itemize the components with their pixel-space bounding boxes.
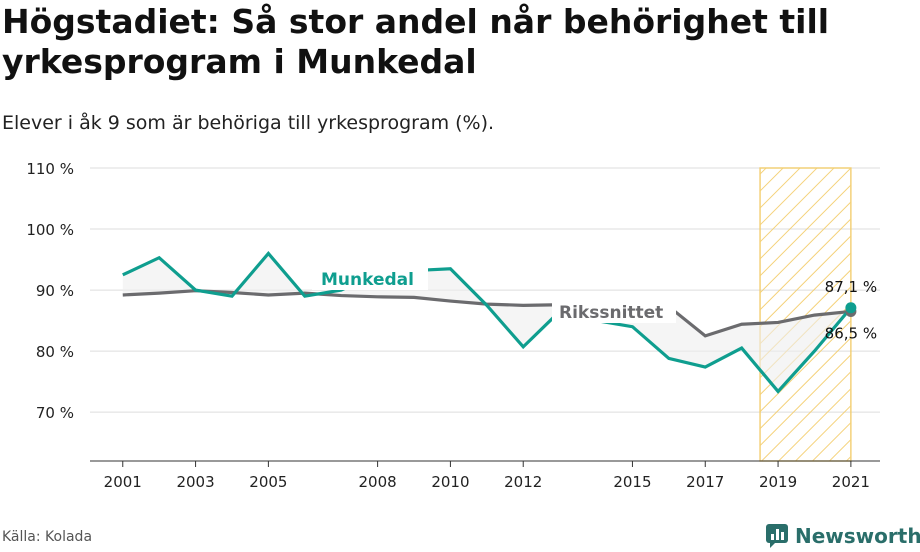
y-tick-label: 70 % xyxy=(36,404,74,422)
y-tick-label: 90 % xyxy=(36,282,74,300)
x-tick-label: 2010 xyxy=(431,473,469,491)
x-tick-label: 2017 xyxy=(686,473,724,491)
series-label-knockout xyxy=(552,298,676,323)
difference-area xyxy=(122,253,851,392)
chart-title: Högstadiet: Så stor andel når behörighet… xyxy=(2,2,830,81)
series-label-knockout xyxy=(312,264,428,290)
newsworthy-logo-icon xyxy=(766,524,788,548)
end-value-munkedal: 87,1 % xyxy=(825,278,877,296)
brand-name: Newsworthy xyxy=(795,524,920,548)
source-note: Källa: Kolada xyxy=(2,529,93,545)
y-tick-label: 110 % xyxy=(26,160,74,178)
end-point-munkedal xyxy=(845,302,857,314)
end-value-rikssnittet: 86,5 % xyxy=(825,324,877,342)
brand-logo: Newsworthy xyxy=(765,520,920,552)
y-tick-label: 80 % xyxy=(36,343,74,361)
x-tick-label: 2015 xyxy=(613,473,651,491)
x-tick-label: 2001 xyxy=(104,473,142,491)
x-tick-label: 2008 xyxy=(359,473,397,491)
x-tick-label: 2021 xyxy=(832,473,870,491)
x-tick-label: 2012 xyxy=(504,473,542,491)
chart-subtitle: Elever i åk 9 som är behöriga till yrkes… xyxy=(2,112,495,134)
series-label-munkedal: Munkedal xyxy=(321,270,414,290)
x-tick-label: 2019 xyxy=(759,473,797,491)
x-tick-label: 2005 xyxy=(249,473,287,491)
series-label-rikssnittet: Rikssnittet xyxy=(559,303,663,323)
series-line-munkedal xyxy=(122,250,853,394)
x-tick-label: 2003 xyxy=(176,473,214,491)
y-tick-label: 100 % xyxy=(26,221,74,239)
